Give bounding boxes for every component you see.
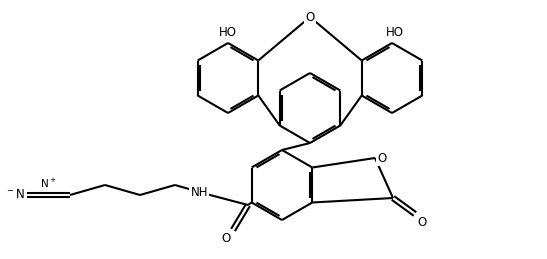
Text: O: O	[417, 216, 426, 229]
Text: O: O	[222, 232, 231, 245]
Text: O: O	[305, 11, 315, 24]
Text: N$\mathregular{^+}$: N$\mathregular{^+}$	[40, 177, 56, 190]
Text: NH: NH	[190, 186, 208, 199]
Text: HO: HO	[219, 26, 237, 39]
Text: HO: HO	[386, 26, 404, 39]
Text: O: O	[377, 152, 386, 164]
Text: $\mathregular{^-}$N: $\mathregular{^-}$N	[5, 189, 25, 202]
